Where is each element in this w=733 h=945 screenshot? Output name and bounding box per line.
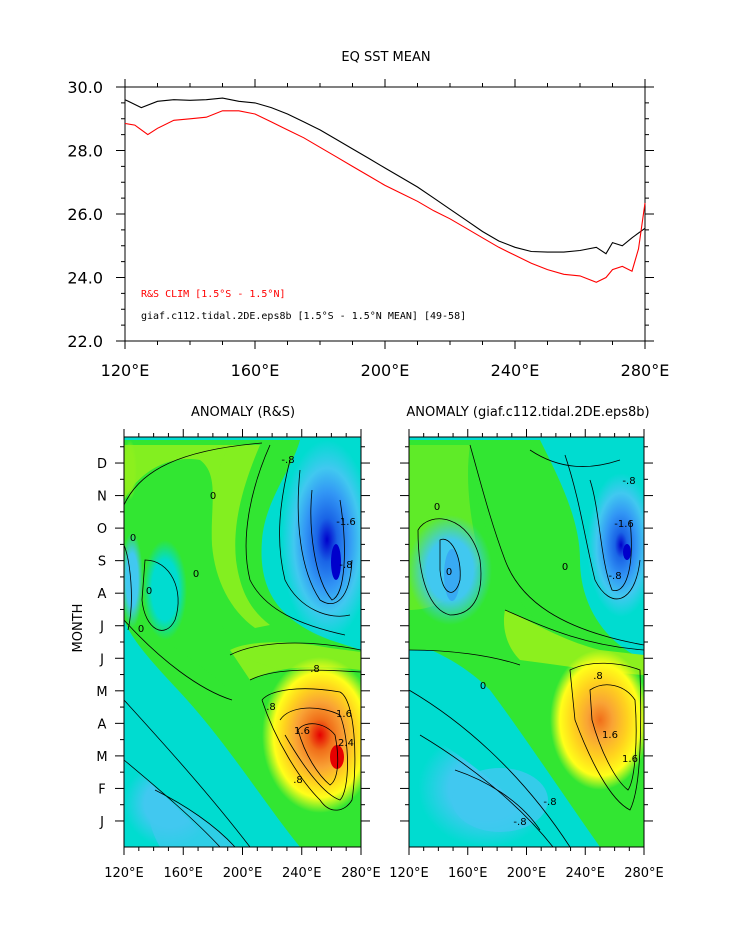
- line-chart-series: [124, 97, 646, 283]
- contour-label: 0: [480, 681, 486, 692]
- contour-label: 0: [146, 586, 152, 597]
- contour-label: -.8: [622, 476, 635, 487]
- y-tick-label: 22.0: [67, 332, 103, 351]
- contour-label: 2.4: [338, 738, 354, 749]
- heat-x-tick-label: 240°E: [282, 866, 322, 881]
- anomaly-rs-ticks: 120°E 160°E 200°E 240°E 280°E J F M A M J J A S O N D: [96, 429, 381, 881]
- contour-label: 0: [562, 562, 568, 573]
- anomaly-rs-contour-labels: -.8 0 0 0 0 -1.6 -.8 .8 .8 1.6 2.4 1.6 .8 0: [130, 455, 356, 786]
- month-tick-label: M: [96, 685, 107, 700]
- y-tick-label: 26.0: [67, 205, 103, 224]
- y-tick-label: 30.0: [67, 78, 103, 97]
- line-chart-title: EQ SST MEAN: [341, 50, 430, 65]
- heat-x-tick-label: 280°E: [624, 866, 664, 881]
- x-tick-label: 160°E: [231, 361, 280, 380]
- heat-x-tick-label: 200°E: [507, 866, 547, 881]
- line-chart-panel: EQ SST MEAN 120°E 160°E 200°E 240°E 280°E 22.…: [67, 50, 669, 380]
- x-tick-label: 280°E: [621, 361, 670, 380]
- contour-label: -.8: [608, 571, 621, 582]
- contour-label: 0: [446, 567, 452, 578]
- x-tick-label: 120°E: [101, 361, 150, 380]
- heat-x-tick-label: 160°E: [448, 866, 488, 881]
- month-tick-label: N: [97, 490, 107, 505]
- anomaly-rs-title: ANOMALY (R&S): [191, 405, 295, 420]
- anomaly-rs-panel: ANOMALY (R&S): [71, 405, 381, 881]
- contour-label: 1.6: [602, 730, 618, 741]
- anomaly-model-panel: ANOMALY (giaf.c112.tidal.2DE.eps8b): [389, 405, 664, 881]
- contour-label: .8: [593, 671, 603, 682]
- contour-label: -1.6: [336, 517, 356, 528]
- anomaly-model-ticks: 120°E 160°E 200°E 240°E 280°E: [389, 429, 664, 881]
- contour-label: 1.6: [622, 754, 638, 765]
- contour-label: .8: [266, 702, 276, 713]
- month-tick-label: A: [98, 717, 107, 732]
- month-tick-label: O: [97, 522, 107, 537]
- heat-x-tick-label: 120°E: [389, 866, 429, 881]
- anomaly-rs-field: [124, 437, 361, 847]
- legend-entry-rs-clim: R&S CLIM [1.5°S - 1.5°N]: [141, 289, 286, 300]
- contour-label: -.8: [513, 817, 526, 828]
- month-axis-label: MONTH: [71, 604, 86, 653]
- legend-entry-model: giaf.c112.tidal.2DE.eps8b [1.5°S - 1.5°N…: [141, 311, 466, 322]
- x-tick-label: 240°E: [491, 361, 540, 380]
- anomaly-model-contour-labels: 0 0 0 -.8 -1.6 -.8 .8 1.6 1.6 0 -.8 -.8: [434, 476, 638, 828]
- anomaly-model-title: ANOMALY (giaf.c112.tidal.2DE.eps8b): [406, 405, 649, 420]
- series-line-model: [124, 97, 646, 255]
- contour-label: -.8: [281, 455, 294, 466]
- month-tick-label: A: [98, 587, 107, 602]
- heat-x-tick-label: 200°E: [223, 866, 263, 881]
- heat-x-tick-label: 240°E: [565, 866, 605, 881]
- contour-label: 0: [138, 624, 144, 635]
- month-tick-label: J: [99, 815, 104, 830]
- contour-label: 0: [210, 491, 216, 502]
- contour-label: 0: [193, 569, 199, 580]
- heat-x-tick-label: 120°E: [104, 866, 144, 881]
- contour-label: -.8: [543, 797, 556, 808]
- month-tick-label: S: [98, 555, 106, 570]
- contour-label: 1.6: [294, 726, 310, 737]
- month-tick-label: J: [99, 652, 104, 667]
- contour-label: .8: [293, 775, 303, 786]
- series-line-rs-clim: [124, 110, 646, 283]
- y-tick-label: 28.0: [67, 142, 103, 161]
- contour-label: 0: [434, 502, 440, 513]
- line-chart-frame: [124, 86, 646, 342]
- month-tick-label: J: [99, 620, 104, 635]
- contour-label: -.8: [339, 560, 352, 571]
- line-chart-ticks: 120°E 160°E 200°E 240°E 280°E 22.0 24.0 26.0 28.…: [67, 78, 669, 380]
- y-tick-label: 24.0: [67, 269, 103, 288]
- contour-label: .8: [310, 664, 320, 675]
- anomaly-model-field: [409, 437, 644, 847]
- month-tick-label: F: [98, 782, 105, 797]
- contour-label: 1.6: [336, 709, 352, 720]
- month-tick-label: M: [96, 750, 107, 765]
- contour-label: -1.6: [614, 519, 634, 530]
- contour-label: 0: [130, 533, 136, 544]
- heat-x-tick-label: 160°E: [163, 866, 203, 881]
- heat-x-tick-label: 280°E: [341, 866, 381, 881]
- month-tick-label: D: [97, 457, 107, 472]
- x-tick-label: 200°E: [361, 361, 410, 380]
